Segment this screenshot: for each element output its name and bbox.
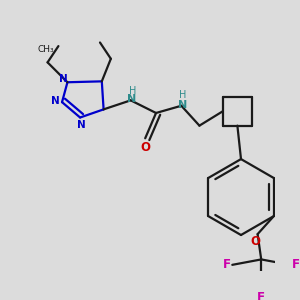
Text: H: H bbox=[129, 86, 136, 96]
Text: F: F bbox=[257, 291, 265, 300]
Text: N: N bbox=[178, 100, 187, 110]
Text: N: N bbox=[58, 74, 67, 84]
Text: O: O bbox=[251, 235, 261, 248]
Text: N: N bbox=[76, 120, 85, 130]
Text: N: N bbox=[51, 96, 60, 106]
Text: CH₃: CH₃ bbox=[38, 45, 54, 54]
Text: N: N bbox=[127, 94, 136, 104]
Text: H: H bbox=[179, 90, 187, 100]
Text: O: O bbox=[140, 141, 150, 154]
Text: F: F bbox=[292, 258, 300, 271]
Text: F: F bbox=[223, 258, 231, 271]
